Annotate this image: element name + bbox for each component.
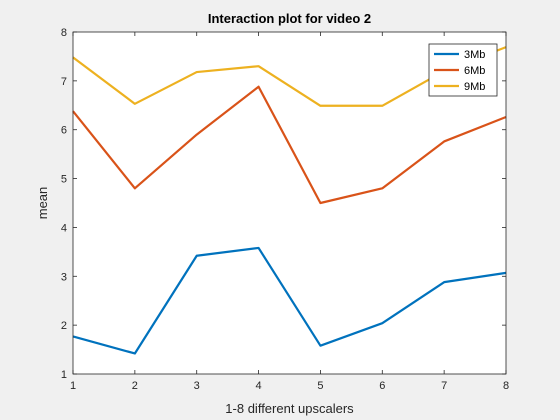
y-tick-label: 3 bbox=[61, 271, 67, 283]
y-tick-label: 6 bbox=[61, 125, 67, 137]
series-line-3mb bbox=[72, 246, 507, 355]
y-axis: 1 2 3 4 5 6 7 8 bbox=[61, 27, 506, 381]
y-tick-label: 4 bbox=[61, 222, 67, 234]
chart-title: Interaction plot for video 2 bbox=[208, 11, 371, 26]
x-tick-label: 2 bbox=[132, 380, 138, 392]
y-tick-label: 2 bbox=[61, 320, 67, 332]
plot-frame bbox=[72, 31, 507, 375]
x-tick-label: 5 bbox=[317, 380, 323, 392]
x-tick-label: 4 bbox=[256, 380, 262, 392]
legend-entry-label: 9Mb bbox=[464, 81, 485, 93]
legend-entry-label: 3Mb bbox=[464, 49, 485, 61]
x-tick-label: 1 bbox=[70, 380, 76, 392]
y-tick-label: 7 bbox=[61, 76, 67, 88]
x-axis-label: 1-8 different upscalers bbox=[225, 401, 354, 416]
y-tick-label: 5 bbox=[61, 174, 67, 186]
y-tick-label: 1 bbox=[61, 369, 67, 381]
series-line-6mb bbox=[72, 85, 507, 205]
legend: 3Mb 6Mb 9Mb bbox=[428, 43, 498, 97]
y-tick-label: 8 bbox=[61, 27, 67, 39]
legend-entry-label: 6Mb bbox=[464, 65, 485, 77]
x-tick-label: 3 bbox=[194, 380, 200, 392]
x-axis: 1 2 3 4 5 6 7 8 bbox=[70, 32, 509, 392]
x-tick-label: 6 bbox=[379, 380, 385, 392]
x-tick-label: 7 bbox=[441, 380, 447, 392]
y-axis-label: mean bbox=[35, 187, 50, 220]
x-tick-label: 8 bbox=[503, 380, 509, 392]
